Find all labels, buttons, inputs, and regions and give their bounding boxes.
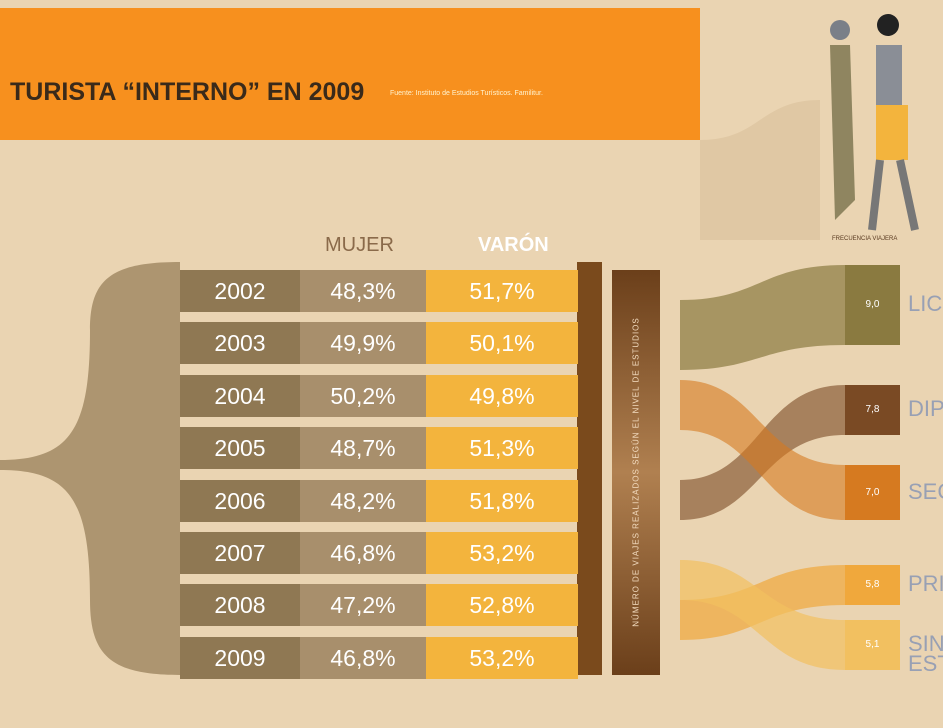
level-name: PRI <box>908 574 943 594</box>
table-cell: 51,3% <box>426 427 578 469</box>
table-cell: 51,8% <box>426 480 578 522</box>
level-value: 5,1 <box>845 620 900 670</box>
flow-label: NÚMERO DE VIAJES REALIZADOS SEGÚN EL NIV… <box>631 272 642 672</box>
table-cell: 2009 <box>180 637 300 679</box>
table-cell: 51,7% <box>426 270 578 312</box>
table-cell: 2002 <box>180 270 300 312</box>
table-cell: 49,8% <box>426 375 578 417</box>
level-value: 7,8 <box>845 385 900 435</box>
level-value: 5,8 <box>845 565 900 605</box>
level-name: SIN EST <box>908 634 943 674</box>
level-value: 7,0 <box>845 465 900 520</box>
table-cell: 48,2% <box>300 480 426 522</box>
flow-label-band: NÚMERO DE VIAJES REALIZADOS SEGÚN EL NIV… <box>612 270 660 675</box>
table-cell: 46,8% <box>300 637 426 679</box>
page: TURISTA “INTERNO” EN 2009 Fuente: Instit… <box>0 0 943 728</box>
table-cell: 50,1% <box>426 322 578 364</box>
column-header: VARÓN <box>478 234 549 257</box>
table-cell: 2004 <box>180 375 300 417</box>
table-cell: 53,2% <box>426 532 578 574</box>
frequency-label: FRECUENCIA VIAJERA <box>832 236 897 242</box>
level-name: DIPU <box>908 399 943 419</box>
table-cell: 2007 <box>180 532 300 574</box>
column-header: MUJER <box>325 234 394 257</box>
table-cell: 49,9% <box>300 322 426 364</box>
table-cell: 2003 <box>180 322 300 364</box>
table-cell: 46,8% <box>300 532 426 574</box>
level-name: LICE <box>908 294 943 314</box>
table-cell: 53,2% <box>426 637 578 679</box>
table-cell: 2005 <box>180 427 300 469</box>
table-cell: 2006 <box>180 480 300 522</box>
table-cell: 47,2% <box>300 584 426 626</box>
level-name: SEC <box>908 482 943 502</box>
table-cell: 52,8% <box>426 584 578 626</box>
table-cell: 50,2% <box>300 375 426 417</box>
table-cell: 2008 <box>180 584 300 626</box>
level-value: 9,0 <box>845 265 900 345</box>
table-cell: 48,7% <box>300 427 426 469</box>
table-cell: 48,3% <box>300 270 426 312</box>
